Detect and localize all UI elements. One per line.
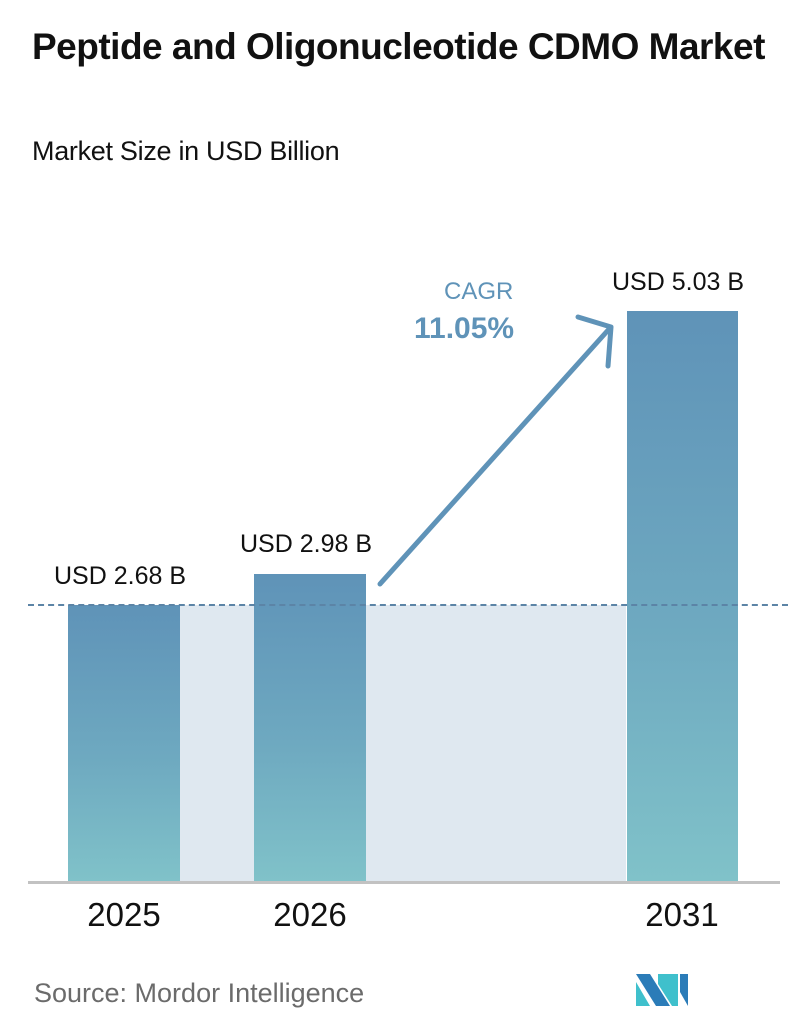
x-axis-line bbox=[28, 881, 780, 884]
x-tick-2031: 2031 bbox=[645, 896, 719, 933]
cagr-value: 11.05% bbox=[414, 312, 515, 345]
mordor-intelligence-logo-icon bbox=[636, 974, 688, 1006]
cagr-label: CAGR bbox=[444, 278, 514, 305]
value-label-2025: USD 2.68 B bbox=[54, 562, 187, 590]
value-label-2026: USD 2.98 B bbox=[240, 530, 373, 558]
bar-2025 bbox=[68, 605, 180, 882]
bar-2026 bbox=[254, 574, 366, 882]
x-tick-2026: 2026 bbox=[273, 896, 347, 933]
value-label-2031: USD 5.03 B bbox=[612, 268, 745, 296]
baseline-dashed-line bbox=[28, 604, 788, 606]
chart-subtitle: Market Size in USD Billion bbox=[32, 136, 340, 166]
bar-2031 bbox=[627, 311, 738, 882]
chart-title: Peptide and Oligonucleotide CDMO Market bbox=[32, 26, 765, 67]
x-tick-2025: 2025 bbox=[87, 896, 161, 933]
source-text: Source: Mordor Intelligence bbox=[34, 978, 365, 1008]
